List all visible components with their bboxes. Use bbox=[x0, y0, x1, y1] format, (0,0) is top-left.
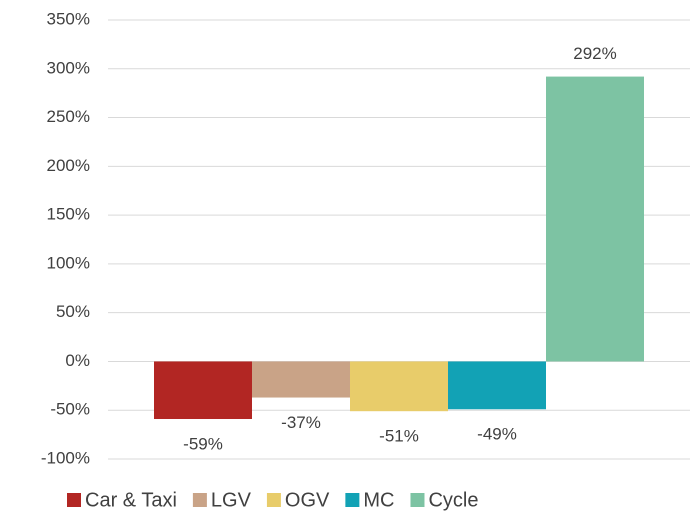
y-tick-label: 300% bbox=[47, 58, 90, 77]
data-label: -37% bbox=[281, 413, 321, 432]
bar bbox=[448, 361, 546, 410]
y-tick-label: -100% bbox=[41, 448, 90, 467]
y-tick-label: 50% bbox=[56, 302, 90, 321]
y-tick-label: 100% bbox=[47, 253, 90, 272]
legend-label: OGV bbox=[285, 489, 330, 511]
data-label: -59% bbox=[183, 434, 223, 453]
legend-swatch bbox=[266, 493, 281, 507]
legend-label: Car & Taxi bbox=[85, 489, 177, 511]
legend-swatch bbox=[345, 493, 360, 507]
y-tick-label: 350% bbox=[47, 9, 90, 28]
legend-swatch bbox=[192, 493, 207, 507]
y-tick-label: 0% bbox=[65, 351, 90, 370]
data-label: -49% bbox=[477, 425, 517, 444]
y-tick-label: 150% bbox=[47, 205, 90, 224]
legend-label: LGV bbox=[211, 489, 252, 511]
legend-label: MC bbox=[363, 489, 394, 511]
y-tick-label: 200% bbox=[47, 156, 90, 175]
data-label: 292% bbox=[573, 44, 616, 63]
legend-label: Cycle bbox=[428, 489, 478, 511]
bar bbox=[154, 361, 252, 420]
bar bbox=[252, 361, 350, 398]
y-tick-label: -50% bbox=[50, 400, 90, 419]
bar bbox=[350, 361, 448, 412]
y-tick-label: 250% bbox=[47, 107, 90, 126]
legend-swatch bbox=[410, 493, 425, 507]
bar bbox=[546, 76, 644, 362]
legend-swatch bbox=[67, 493, 81, 507]
data-label: -51% bbox=[379, 427, 419, 446]
